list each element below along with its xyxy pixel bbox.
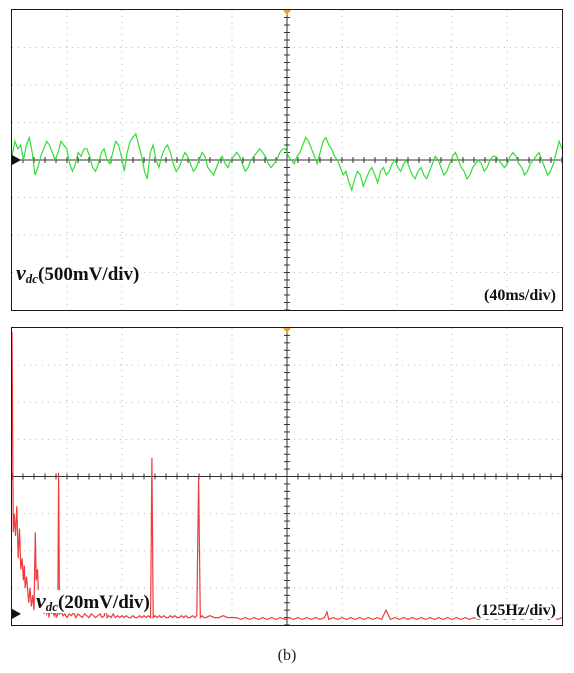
spectrum-plot <box>12 328 562 625</box>
signal-subscript: dc <box>45 599 59 614</box>
ground-marker <box>12 608 21 619</box>
time-domain-signal-label: vdc(500mV/div) <box>16 260 140 286</box>
time-domain-plot <box>12 10 562 310</box>
spectrum-signal-label: vdc(20mV/div) <box>36 590 150 613</box>
voltage-trace <box>12 132 562 192</box>
signal-subscript: dc <box>25 271 39 286</box>
trigger-marker <box>283 10 291 15</box>
voltage-scale: (20mV/div) <box>58 592 150 613</box>
voltage-scale: (500mV/div) <box>38 264 140 285</box>
figure-caption: (b) <box>277 647 297 664</box>
trigger-marker <box>283 328 291 333</box>
frequency-scale-label: (125Hz/div) <box>476 602 556 619</box>
time-domain-scope-panel: vdc(500mV/div) (40ms/div) <box>11 9 563 311</box>
ground-marker <box>12 155 21 165</box>
signal-symbol: v <box>16 260 26 285</box>
signal-symbol: v <box>36 588 46 613</box>
timebase-label: (40ms/div) <box>484 287 556 304</box>
spectrum-scope-panel: vdc(20mV/div) (125Hz/div) <box>11 327 563 626</box>
